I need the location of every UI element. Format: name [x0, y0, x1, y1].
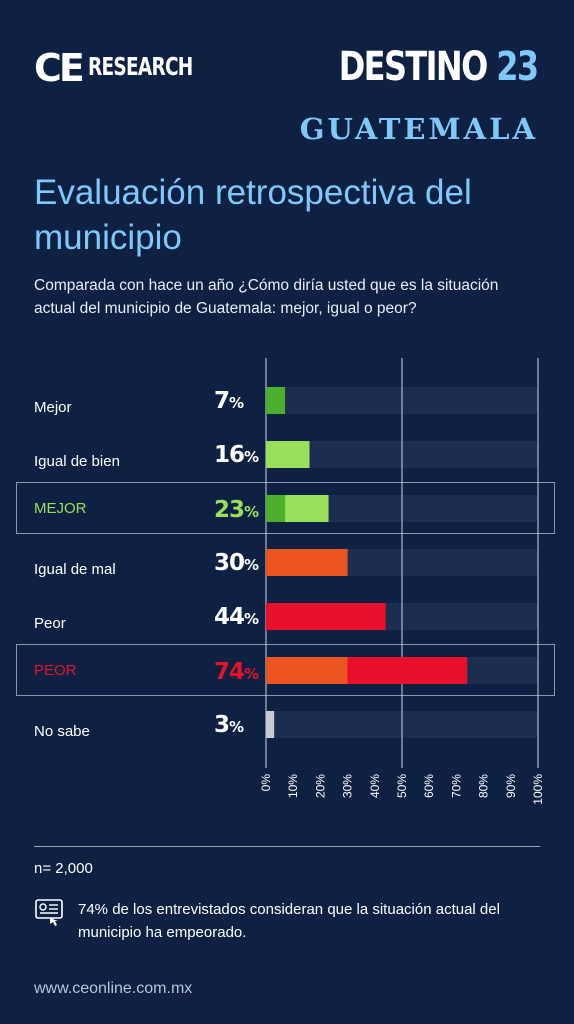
percent-sign: % [244, 556, 260, 574]
logo-research: RESEARCH [88, 52, 193, 81]
footer-divider [34, 846, 540, 847]
percent-sign: % [229, 718, 245, 736]
category-label-peor-total: PEOR [34, 662, 77, 679]
highlight-box-mejor [16, 482, 555, 534]
bar-mejor [266, 387, 286, 414]
value-label-peor: 44% [214, 603, 259, 633]
tick-label: 80% [477, 774, 491, 798]
tick-label: 60% [422, 774, 436, 798]
category-label-mejor: Mejor [34, 399, 72, 416]
brand-destino: DESTINO 23 [339, 44, 540, 90]
category-label-peor: Peor [34, 615, 66, 632]
percent-sign: % [244, 665, 260, 683]
chart-title: Evaluación retrospectiva del municipio [34, 173, 472, 257]
bar-igual-de-mal [266, 549, 348, 576]
value-number: 30 [214, 550, 245, 576]
percent-sign: % [244, 610, 260, 628]
chart-subtitle: Comparada con hace un año ¿Cómo diría us… [34, 277, 499, 317]
bar-mejor-total-segment-1 [266, 495, 286, 522]
category-label-igual-de-mal: Igual de mal [34, 561, 116, 578]
bar-no-sabe [266, 711, 275, 738]
brand-destino-text: DESTINO [339, 44, 489, 90]
footer-url[interactable]: www.ceonline.com.mx [34, 980, 193, 997]
value-number: 44 [214, 604, 245, 630]
value-number: 7 [214, 388, 230, 414]
bar-peor-total-segment-2 [347, 657, 468, 684]
value-label-mejor-total: 23% [214, 496, 259, 526]
tick-label: 30% [341, 774, 355, 798]
value-number: 23 [214, 497, 245, 523]
tick-label: 10% [286, 774, 300, 798]
tick-label: 100% [531, 774, 545, 805]
value-label-mejor: 7% [214, 387, 244, 417]
tick-label: 50% [395, 774, 409, 798]
category-label-no-sabe: No sabe [34, 723, 90, 740]
tick-label: 20% [313, 774, 327, 798]
bar-peor [266, 603, 386, 630]
value-label-igual-de-bien: 16% [214, 441, 259, 471]
tick-label: 40% [368, 774, 382, 798]
bar-igual-de-bien [266, 441, 310, 468]
percent-sign: % [244, 448, 260, 466]
highlight-box-peor [16, 644, 555, 696]
value-label-no-sabe: 3% [214, 711, 244, 741]
tick-label: 0% [259, 774, 273, 792]
category-label-igual-de-bien: Igual de bien [34, 453, 120, 470]
value-label-igual-de-mal: 30% [214, 549, 259, 579]
value-label-peor-total: 74% [214, 658, 259, 688]
bar-chart: 0% 10% 20% 30% 40% 50% 60% 70% 80% 90% 100% [259, 358, 545, 805]
tick-label: 90% [504, 774, 518, 798]
bar-peor-total-segment-1 [266, 657, 348, 684]
brand-place: GUATEMALA [299, 112, 538, 146]
brand-number: 23 [496, 44, 540, 90]
bar-mejor-total-segment-2 [285, 495, 329, 522]
value-number: 74 [214, 659, 245, 685]
footer-note: 74% de los entrevistados consideran que … [78, 901, 500, 941]
value-number: 3 [214, 712, 230, 738]
sample-size: n= 2,000 [34, 860, 93, 877]
category-label-mejor-total: MEJOR [34, 500, 87, 517]
survey-icon [35, 899, 63, 926]
tick-label: 70% [449, 774, 463, 798]
percent-sign: % [244, 503, 260, 521]
logo-ce: CE [34, 46, 85, 90]
percent-sign: % [229, 394, 245, 412]
value-number: 16 [214, 442, 245, 468]
